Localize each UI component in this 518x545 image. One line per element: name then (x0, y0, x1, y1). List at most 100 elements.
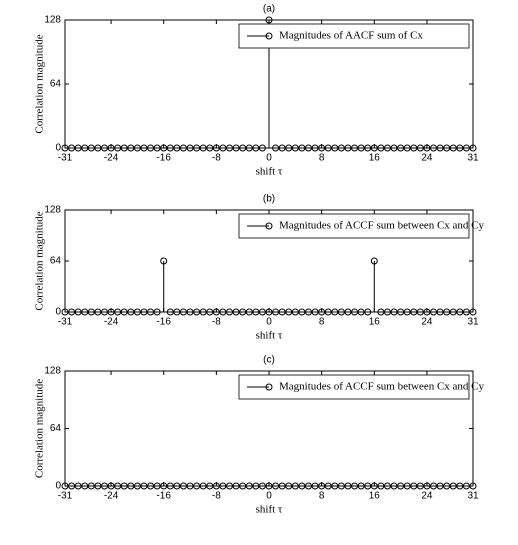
stem-marker (423, 308, 431, 316)
stem-marker (133, 144, 141, 152)
stem-marker (114, 308, 122, 316)
x-tick-label: 16 (369, 153, 381, 164)
y-axis-label: Correlation magnitude (34, 379, 46, 478)
stem-marker (331, 144, 339, 152)
stem-marker (357, 482, 365, 490)
stem-marker (278, 144, 286, 152)
x-tick-label: -16 (156, 491, 171, 502)
stem-marker (291, 308, 299, 316)
stem-marker (456, 308, 464, 316)
stem-marker (147, 308, 155, 316)
stem-marker (265, 16, 273, 24)
y-axis-label: Correlation magnitude (34, 211, 46, 310)
x-tick-label: -24 (104, 491, 119, 502)
stem-marker (133, 482, 141, 490)
stem-marker (212, 308, 220, 316)
stem-marker (443, 144, 451, 152)
stem-marker (100, 144, 108, 152)
x-tick-label: -8 (212, 491, 221, 502)
stem-marker (179, 308, 187, 316)
stem-marker (140, 144, 148, 152)
y-tick-label: 0 (55, 143, 61, 154)
stem-marker (416, 308, 424, 316)
stem-marker (94, 144, 102, 152)
stem-marker (199, 482, 207, 490)
stem-marker (114, 144, 122, 152)
stem-marker (173, 144, 181, 152)
stem-marker (133, 308, 141, 316)
stem-marker (278, 308, 286, 316)
y-tick-label: 0 (55, 307, 61, 318)
stem-marker (403, 144, 411, 152)
stem-marker (245, 308, 253, 316)
legend-marker (265, 383, 273, 391)
stem-marker (107, 308, 115, 316)
stem-marker (147, 144, 155, 152)
stem-marker (357, 144, 365, 152)
stem-marker (120, 308, 128, 316)
stem-marker (397, 144, 405, 152)
stem-marker (318, 482, 326, 490)
stem-marker (298, 144, 306, 152)
stem-marker (239, 308, 247, 316)
x-tick-label: 8 (319, 153, 325, 164)
legend-label: Magnitudes of AACF sum of Cx (279, 30, 423, 42)
stem-marker (337, 308, 345, 316)
stem-marker (258, 144, 266, 152)
stem-marker (344, 308, 352, 316)
stem-marker (456, 482, 464, 490)
stem-marker (179, 144, 187, 152)
stem-marker (383, 482, 391, 490)
stem-marker (193, 144, 201, 152)
stem-marker (469, 308, 477, 316)
stem-marker (351, 144, 359, 152)
stem-marker (219, 308, 227, 316)
stem-marker (212, 482, 220, 490)
y-tick-label: 128 (44, 366, 61, 377)
stem-marker (81, 308, 89, 316)
stem-marker (239, 144, 247, 152)
y-tick-label: 0 (55, 481, 61, 492)
stem-marker (232, 144, 240, 152)
stem-marker (370, 257, 378, 265)
stem-marker (285, 144, 293, 152)
stem-marker (120, 144, 128, 152)
x-tick-label: -16 (156, 317, 171, 328)
stem-marker (430, 482, 438, 490)
stem-marker (74, 482, 82, 490)
stem-marker (193, 308, 201, 316)
stem-marker (265, 482, 273, 490)
stem-marker (403, 482, 411, 490)
stem-marker (397, 482, 405, 490)
stem-marker (364, 482, 372, 490)
stem-marker (186, 482, 194, 490)
stem-marker (416, 144, 424, 152)
y-tick-label: 128 (44, 205, 61, 216)
stem-marker (344, 144, 352, 152)
stem-marker (324, 482, 332, 490)
stem-marker (311, 308, 319, 316)
x-tick-label: -8 (212, 153, 221, 164)
y-axis-label: Correlation magnitude (34, 34, 46, 133)
stem-marker (416, 482, 424, 490)
stem-marker (107, 144, 115, 152)
stem-marker (127, 144, 135, 152)
stem-marker (318, 144, 326, 152)
stem-marker (219, 482, 227, 490)
stem-marker (173, 308, 181, 316)
stem-marker (61, 308, 69, 316)
x-tick-label: 0 (266, 491, 272, 502)
stem-marker (114, 482, 122, 490)
stem-marker (206, 308, 214, 316)
stem-marker (291, 144, 299, 152)
stem-marker (436, 482, 444, 490)
panel: (b) -31 -24 -16 -8 0 8 16 24 31 0 64 128 shift τ Corre… (34, 194, 479, 342)
legend-marker (265, 222, 273, 230)
stem-marker (410, 144, 418, 152)
stem-marker (127, 482, 135, 490)
x-tick-label: -31 (58, 491, 73, 502)
legend-label: Magnitudes of ACCF sum between Cx and Cy (279, 220, 485, 232)
stem-marker (94, 308, 102, 316)
stem-marker (462, 308, 470, 316)
x-tick-label: -8 (212, 317, 221, 328)
